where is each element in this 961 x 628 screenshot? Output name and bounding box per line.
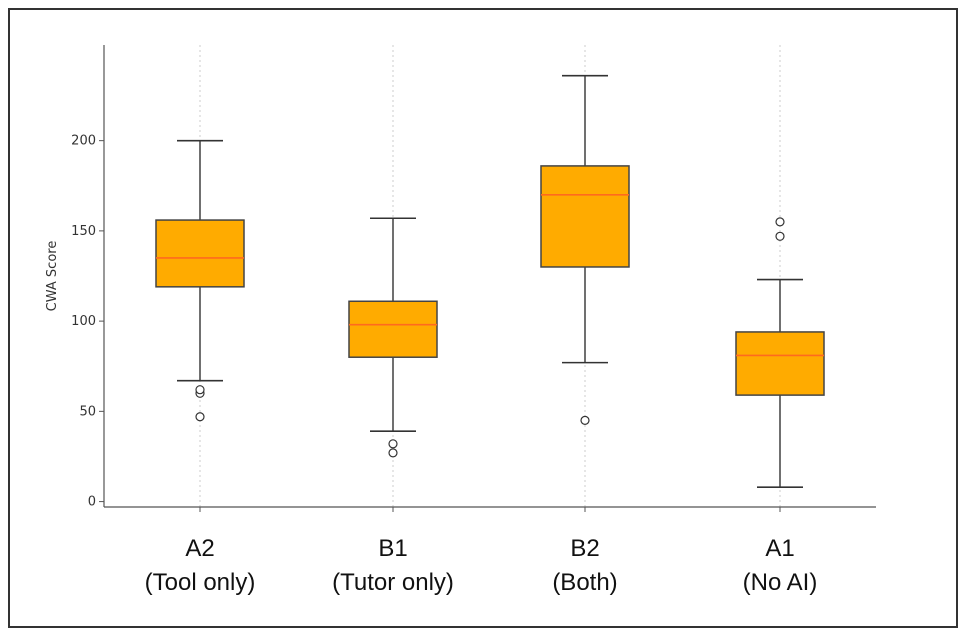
- y-tick-label: 100: [71, 314, 96, 329]
- outlier-point: [775, 231, 785, 241]
- iqr-box: [540, 165, 630, 268]
- y-tick-label: 0: [88, 495, 96, 510]
- y-axis-label: CWA Score: [45, 241, 60, 312]
- x-tick-label-group: A2: [185, 535, 214, 562]
- outlier-point: [775, 217, 785, 227]
- x-tick-label-condition: (No AI): [743, 569, 818, 596]
- iqr-box: [155, 219, 245, 288]
- outlier-point: [388, 448, 398, 458]
- x-tick-label-condition: (Tool only): [145, 569, 256, 596]
- x-tick-label-group: B1: [378, 535, 407, 562]
- outlier-point: [195, 385, 205, 395]
- outlier-point: [388, 439, 398, 449]
- chart-frame: [8, 8, 958, 628]
- outlier-point: [195, 412, 205, 422]
- outlier-point: [580, 415, 590, 425]
- x-tick-label-group: B2: [570, 535, 599, 562]
- y-tick-label: 200: [71, 134, 96, 149]
- x-tick-label-condition: (Both): [552, 569, 617, 596]
- x-tick-label-condition: (Tutor only): [332, 569, 454, 596]
- x-tick-label-group: A1: [765, 535, 794, 562]
- iqr-box: [735, 331, 825, 396]
- y-tick-label: 50: [79, 404, 96, 419]
- y-tick-label: 150: [71, 224, 96, 239]
- iqr-box: [348, 300, 438, 358]
